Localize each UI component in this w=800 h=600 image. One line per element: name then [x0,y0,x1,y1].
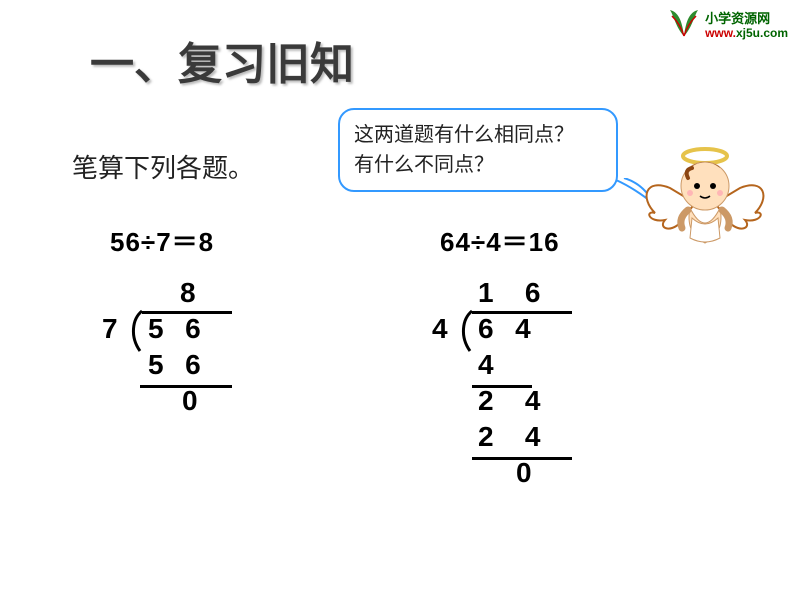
logo-leaf-icon [666,6,702,45]
rem-2: 0 [460,457,580,493]
longdiv-1: 8 7 5 6 5 6 0 [130,277,234,421]
subline-2a [472,385,532,388]
problem-1: 56÷7＝8 8 7 5 6 5 6 0 [110,222,214,421]
subline-1 [140,385,232,388]
divisor-1: 7 [102,313,120,345]
step1-2: 4 [460,349,580,385]
divisor-2: 4 [432,313,450,345]
diff1-2: 2 4 [460,385,580,421]
subline-2b [472,457,572,460]
quotient-1: 8 [130,277,234,313]
equation-2: 64÷4＝16 [440,222,560,259]
logo-url: www.xj5u.com [705,26,788,40]
equation-1: 56÷7＝8 [110,222,214,259]
speech-bubble: 这两道题有什么相同点？ 有什么不同点？ [338,108,618,192]
step1-1: 5 6 [130,349,234,385]
rem-1: 0 [130,385,234,421]
page-title: 一、复习旧知 [90,28,354,92]
instruction-text: 笔算下列各题。 [72,148,254,185]
logo-text: 小学资源网 www.xj5u.com [705,11,788,41]
site-logo: 小学资源网 www.xj5u.com [666,6,788,45]
vinculum-1 [142,311,232,314]
quotient-2: 1 6 [460,277,580,313]
problem-2: 64÷4＝16 1 6 4 6 4 4 2 4 2 4 0 [440,222,560,493]
dividend-2: 6 4 [460,313,580,349]
logo-cn: 小学资源网 [705,11,788,27]
dividend-1: 5 6 [130,313,234,349]
vinculum-2 [472,311,572,314]
longdiv-2: 1 6 4 6 4 4 2 4 2 4 0 [460,277,580,493]
bubble-line2: 有什么不同点？ [354,150,602,180]
angel-icon [640,138,770,258]
step2-2: 2 4 [460,421,580,457]
bubble-line1: 这两道题有什么相同点？ [354,120,602,150]
